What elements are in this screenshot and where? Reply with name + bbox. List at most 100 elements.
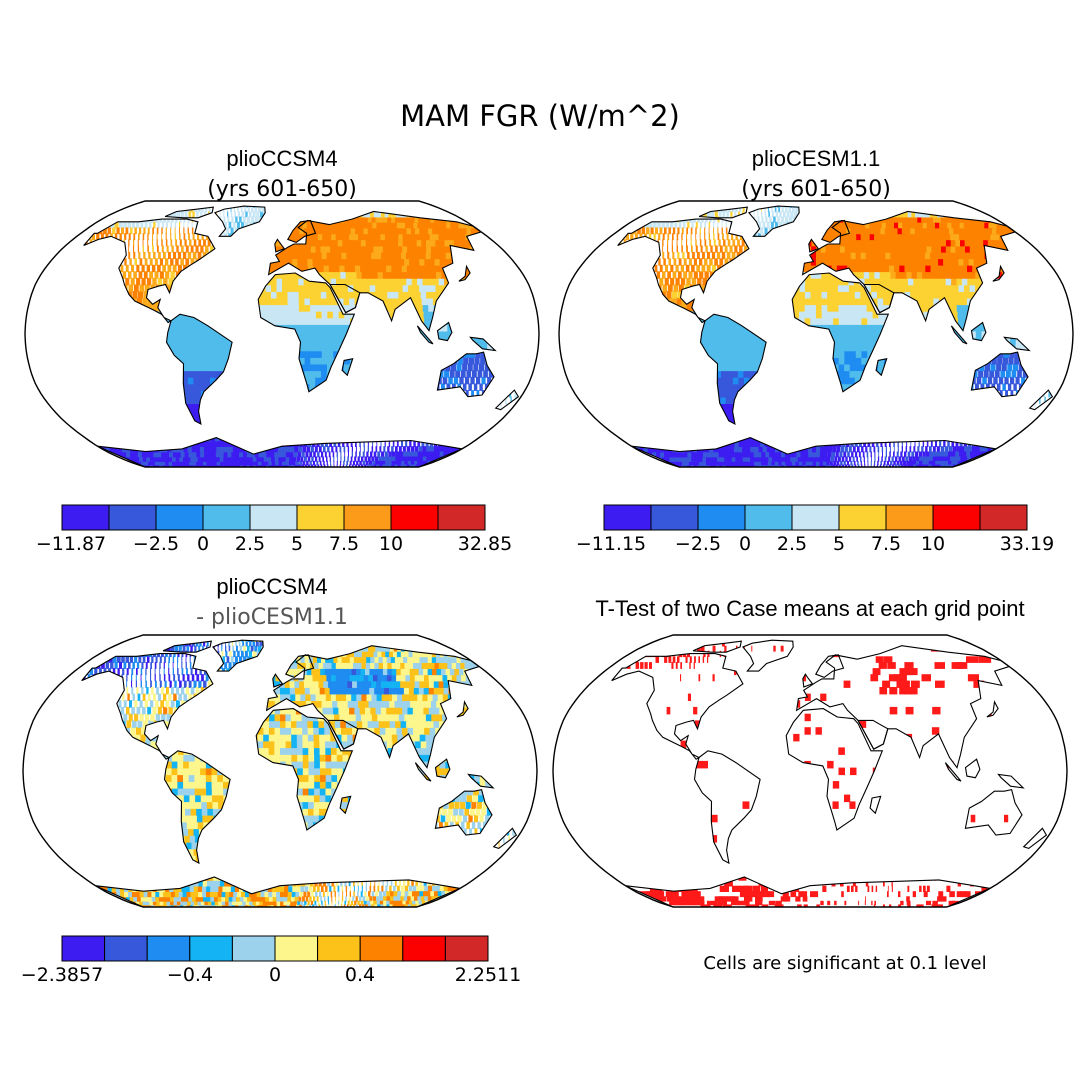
grid-cell (320, 376, 327, 385)
grid-cell (198, 370, 206, 378)
grid-cell (173, 337, 181, 345)
grid-cell (481, 343, 488, 352)
grid-cell (190, 324, 198, 332)
grid-cell (185, 258, 190, 266)
grid-cell (209, 440, 218, 447)
grid-cell (671, 239, 673, 247)
grid-cell (379, 464, 383, 467)
grid-cell (282, 284, 289, 292)
grid-cell (401, 440, 403, 447)
grid-cell (293, 324, 300, 332)
grid-cell (219, 350, 227, 358)
grid-cell (330, 460, 332, 466)
grid-cell (455, 370, 461, 378)
grid-cell (147, 239, 149, 247)
grid-cell (309, 376, 316, 385)
grid-cell (314, 221, 322, 229)
grid-cell (332, 297, 340, 306)
grid-cell (270, 291, 278, 299)
grid-cell (315, 456, 318, 462)
grid-cell (425, 440, 429, 447)
grid-cell (333, 343, 340, 352)
grid-cell (241, 211, 244, 218)
grid-cell (340, 460, 342, 466)
grid-cell (286, 446, 291, 453)
grid-cell (316, 330, 323, 339)
coastline (469, 336, 497, 352)
grid-cell (304, 304, 312, 312)
grid-cell (265, 291, 272, 299)
grid-cell (377, 451, 381, 458)
grid-cell (265, 464, 271, 467)
grid-cell (203, 370, 211, 378)
grid-cell (314, 239, 322, 247)
grid-cell (322, 233, 330, 241)
coastline (213, 205, 266, 237)
grid-cell (362, 233, 371, 241)
grid-cell (243, 206, 245, 208)
grid-cell (121, 227, 124, 235)
grid-cell (659, 227, 663, 235)
grid-cell (310, 337, 317, 345)
grid-cell (224, 337, 232, 345)
grid-cell (197, 207, 201, 213)
grid-cell (316, 251, 324, 260)
grid-cell (476, 337, 483, 345)
grid-cell (259, 304, 266, 312)
grid-cell (364, 456, 368, 462)
grid-cell (384, 440, 386, 447)
grid-cell (147, 227, 150, 235)
grid-cell (333, 330, 340, 339)
grid-cell (333, 239, 341, 247)
grid-cell (324, 451, 327, 458)
grid-cell (265, 304, 272, 312)
grid-cell (359, 460, 362, 466)
grid-cell (230, 211, 233, 218)
grid-cell (433, 264, 443, 273)
grid-cell (272, 464, 277, 467)
grid-cell (139, 258, 143, 266)
grid-cell (190, 390, 198, 398)
grid-cell (367, 271, 375, 279)
grid-cell (107, 227, 112, 235)
grid-cell (361, 456, 364, 462)
grid-cell (290, 446, 295, 453)
grid-cell (409, 258, 419, 266)
grid-cell (655, 227, 658, 235)
grid-cell (213, 350, 221, 358)
grid-cell (177, 264, 182, 273)
grid-cell (441, 446, 447, 453)
grid-cell (414, 451, 420, 458)
grid-cell (690, 233, 692, 241)
grid-cell (641, 227, 646, 235)
grid-cell (407, 460, 414, 466)
grid-cell (195, 390, 204, 398)
grid-cell (430, 284, 438, 292)
grid-cell (385, 464, 390, 467)
grid-cell (373, 258, 382, 266)
grid-cell (270, 297, 278, 306)
grid-cell (219, 211, 221, 218)
grid-cell (336, 251, 344, 260)
grid-cell (137, 239, 139, 247)
panel-ccsm4-subtitle: (yrs 601-650) (207, 177, 357, 202)
grid-cell (114, 221, 119, 229)
grid-cell (259, 464, 265, 467)
grid-cell (393, 271, 402, 279)
grid-cell (334, 264, 342, 273)
grid-cell (390, 277, 398, 286)
grid-cell (399, 258, 408, 266)
panel-diff-title: plioCCSM4 (216, 574, 327, 599)
grid-cell (227, 207, 228, 213)
grid-cell (481, 376, 486, 385)
grid-cell (192, 363, 199, 372)
grid-cell (163, 277, 168, 286)
grid-cell (282, 258, 288, 266)
grid-cell (409, 464, 415, 467)
grid-cell (285, 464, 289, 467)
grid-cell (347, 446, 350, 453)
grid-cell (668, 258, 671, 266)
grid-cell (128, 251, 131, 260)
grid-cell (419, 456, 426, 462)
grid-cell (661, 221, 665, 229)
